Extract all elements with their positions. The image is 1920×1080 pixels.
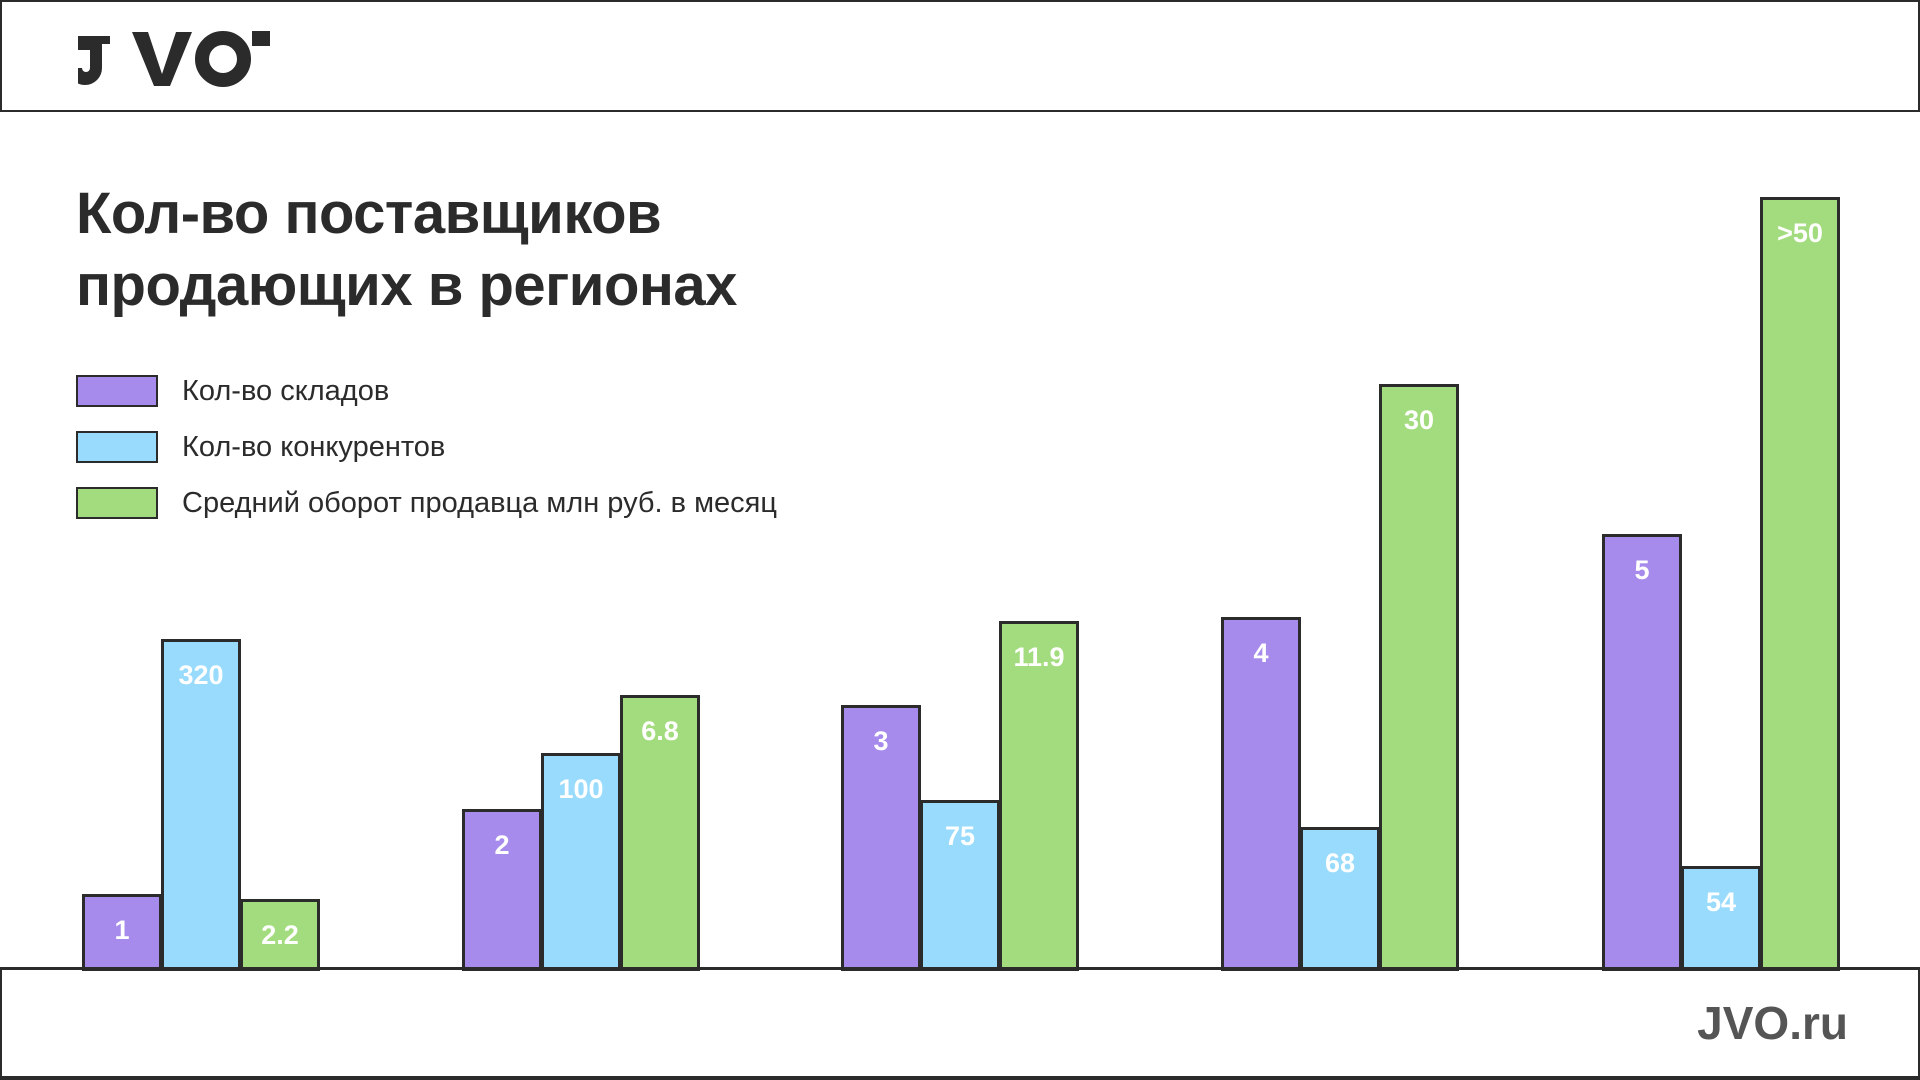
data-label: 3	[873, 726, 889, 756]
bar-turnover: >50	[1760, 197, 1840, 971]
legend-item-competitors: Кол-во конкурентов	[76, 419, 777, 475]
frame-border	[0, 967, 2, 1080]
bar-warehouses: 5	[1602, 534, 1682, 971]
frame-border	[0, 1076, 1920, 1080]
footer-url[interactable]: JVO.ru	[1697, 997, 1848, 1049]
data-label: 4	[1253, 638, 1269, 668]
data-label: 75	[944, 821, 976, 851]
data-label: 2	[494, 830, 510, 860]
bar-competitors: 75	[920, 800, 1000, 971]
legend-label: Кол-во конкурентов	[182, 430, 446, 463]
bar-competitors: 68	[1300, 827, 1380, 971]
legend-swatch	[76, 431, 158, 463]
legend-label: Средний оборот продавца млн руб. в месяц	[182, 486, 777, 519]
bar-warehouses: 2	[462, 809, 542, 971]
data-label: 6.8	[641, 716, 679, 746]
data-label: 100	[558, 774, 604, 804]
data-label: 1	[114, 915, 130, 945]
bar-turnover: 11.9	[999, 621, 1079, 971]
bar-turnover: 6.8	[620, 695, 700, 971]
data-label: 68	[1324, 848, 1356, 878]
bar-warehouses: 1	[82, 894, 162, 971]
bar-competitors: 320	[161, 639, 241, 971]
data-label: 11.9	[1013, 642, 1065, 672]
bar-competitors: 54	[1681, 866, 1761, 971]
data-label: 54	[1705, 887, 1737, 917]
frame-border	[1918, 967, 1920, 1080]
legend: Кол-во складов Кол-во конкурентов Средни…	[76, 363, 777, 531]
baseline	[0, 967, 1920, 970]
chart-title: Кол-во поставщиков продающих в регионах	[76, 181, 737, 318]
bar-turnover: 30	[1379, 384, 1459, 971]
legend-item-turnover: Средний оборот продавца млн руб. в месяц	[76, 475, 777, 531]
legend-swatch	[76, 487, 158, 519]
bar-warehouses: 4	[1221, 617, 1301, 971]
data-label: 30	[1403, 405, 1435, 435]
bar-warehouses: 3	[841, 705, 921, 971]
jvo-logo	[78, 31, 270, 87]
legend-label: Кол-во складов	[182, 374, 390, 407]
data-label: >50	[1777, 218, 1823, 248]
bar-turnover: 2.2	[240, 899, 320, 971]
data-label: 2.2	[261, 920, 299, 950]
header-bar	[0, 0, 1920, 112]
data-label: 320	[178, 660, 224, 690]
legend-item-warehouses: Кол-во складов	[76, 363, 777, 419]
legend-swatch	[76, 375, 158, 407]
data-label: 5	[1634, 555, 1650, 585]
bar-competitors: 100	[541, 753, 621, 971]
